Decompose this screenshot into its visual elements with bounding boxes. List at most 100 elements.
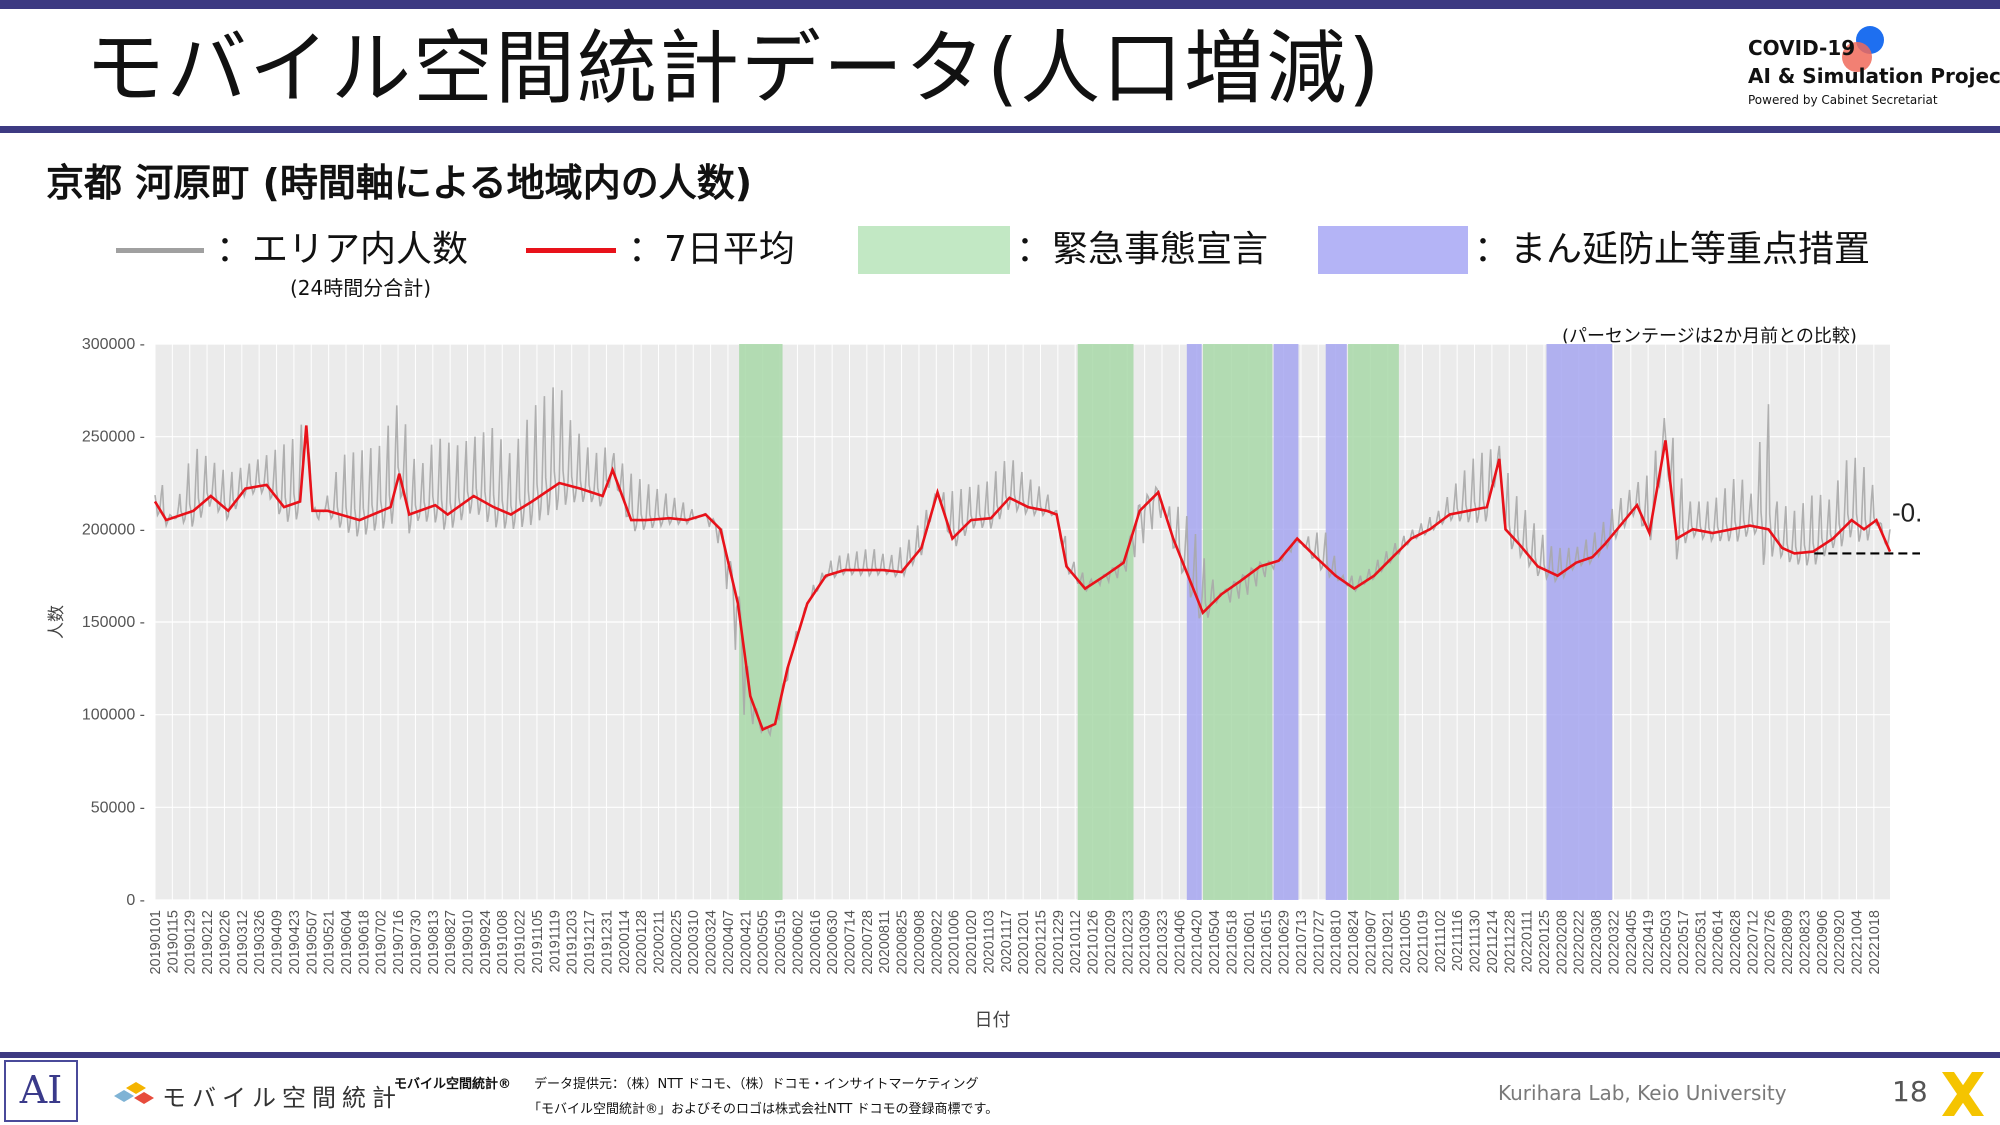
legend-avg-label: ：7日平均 [628,229,795,270]
x-tick-label: 20201201 [1016,910,1032,975]
x-tick-label: 20190423 [287,910,303,975]
x-tick-label: 20190212 [200,910,216,975]
x-tick-label: 20211102 [1433,910,1449,972]
y-tick-label: 250000 - [82,429,145,446]
x-tick-label: 20201229 [1051,910,1067,975]
project-line-3: Powered by Cabinet Secretariat [1748,93,1938,107]
footer-trademark: 「モバイル空間統計®」およびそのロゴは株式会社NTT ドコモの登録商標です。 [528,1102,999,1117]
x-tick-label: 20200825 [895,910,911,975]
x-tick-label: 20211005 [1398,910,1414,973]
x-tick-label: 20190924 [478,910,494,975]
x-tick-label: 20220125 [1537,910,1553,975]
x-tick-label: 20220726 [1763,910,1779,975]
x-tick-label: 20220614 [1711,910,1727,975]
top-accent-bar [0,0,2000,9]
x-tick-label: 20190507 [304,910,320,975]
x-tick-label: 20210126 [1086,910,1102,975]
legend-raw-swatch [116,248,204,253]
ai-logo: AI [4,1060,78,1122]
x-tick-label: 20220503 [1659,910,1675,975]
x-tick-label: 20190702 [374,910,390,975]
x-tick-label: 20201103 [981,910,997,973]
x-tick-label: 20220531 [1693,910,1709,975]
x-tick-label: 20200310 [686,910,702,975]
x-tick-label: 20200421 [738,910,754,975]
project-logo: COVID-19 AI & Simulation Project Powered… [1748,26,2000,112]
x-tick-label: 20220322 [1606,910,1622,975]
x-tick-label: 20210629 [1277,910,1293,975]
x-tick-label: 20220809 [1780,910,1796,975]
x-tick-label: 20200616 [808,910,824,975]
x-tick-label: 20220823 [1797,910,1813,975]
x-tick-label: 20220208 [1554,910,1570,975]
y-tick-label: 150000 - [82,614,145,631]
x-tick-label: 20210713 [1294,910,1310,975]
y-tick-label: 0 - [126,892,145,909]
x-tick-label: 20200407 [721,910,737,975]
quasi-emergency-band [1325,344,1347,900]
legend-raw-sublabel: (24時間分合計) [290,276,432,300]
x-tick-label: 20201020 [964,910,980,975]
footer-brand: モバイル空間統計® [394,1077,512,1092]
chart-subtitle: 京都 河原町 (時間軸による地域内の人数) [46,161,753,205]
mobile-stats-logo: モバイル空間統計 [162,1084,402,1112]
x-tick-label: 20210420 [1190,910,1206,975]
x-tick-label: 20190312 [235,910,251,975]
x-tick-label: 20220308 [1589,910,1605,975]
legend-avg-swatch [526,248,616,253]
y-tick-label: 200000 - [82,521,145,538]
x-tick-label: 20200811 [877,910,893,973]
x-tick-label: 20210323 [1155,910,1171,975]
x-tick-label: 20190910 [461,910,477,975]
x-tick-label: 20220111 [1520,910,1536,972]
x-tick-label: 20200128 [634,910,650,975]
x-tick-label: 20220419 [1641,910,1657,975]
x-tick-label: 20210518 [1224,910,1240,975]
x-tick-label: 20200519 [773,910,789,975]
x-tick-label: 20190521 [322,910,338,975]
x-tick-label: 20190730 [408,910,424,975]
x-tick-label: 20220628 [1728,910,1744,975]
x-tick-label: 20210309 [1138,910,1154,975]
page-title: モバイル空間統計データ(人口増減) [85,22,1382,115]
x-tick-label: 20190827 [443,910,459,975]
footer-lab: Kurihara Lab, Keio University [1498,1081,1787,1105]
x-tick-label: 20200211 [652,910,668,973]
x-tick-label: 20190226 [217,910,233,975]
x-tick-label: 20191008 [495,910,511,975]
y-tick-label: 100000 - [82,707,145,724]
percentage-note: (パーセンテージは2か月前との比較) [1562,326,1857,347]
x-tick-label: 20210406 [1172,910,1188,975]
y-tick-label: 300000 - [82,336,145,353]
x-tick-label: 20190409 [270,910,286,975]
logo-red-dot [1842,42,1872,72]
x-tick-label: 20210615 [1259,910,1275,975]
x-tick-label: 20190326 [252,910,268,975]
x-tick-label: 20221018 [1867,910,1883,975]
legend-emergency-label: ：緊急事態宣言 [1016,229,1269,270]
x-tick-label: 20210824 [1346,910,1362,975]
x-tick-label: 20190618 [356,910,372,975]
emergency-band [1077,344,1134,900]
x-tick-label: 20190129 [183,910,199,975]
emergency-band [1202,344,1273,900]
x-tick-label: 20200324 [704,910,720,975]
x-tick-label: 20200908 [912,910,928,975]
x-tick-label: 20220517 [1676,910,1692,975]
x-tick-label: 20210223 [1120,910,1136,975]
x-tick-label: 20211130 [1468,910,1484,972]
x-tick-label: 20220920 [1832,910,1848,975]
x-tick-label: 20210907 [1363,910,1379,975]
seven-day-average-line [153,425,1892,732]
x-tick-label: 20200602 [790,910,806,975]
x-tick-label: 20200225 [669,910,685,975]
x-tick-label: 20221004 [1850,910,1866,975]
y-tick-label: 50000 - [91,799,145,816]
legend-raw-label: ：エリア内人数 [216,229,469,270]
x-tick-label: 20200114 [617,910,633,973]
quasi-emergency-band [1546,344,1613,900]
footer-accent-bar [0,1052,2000,1058]
x-tick-label: 20201215 [1033,910,1049,975]
x-tick-label: 20200505 [756,910,772,975]
population-chart: -0.3% 0 - 50000 - 100000 - 150000 - 200000 - 2… [47,336,1920,1031]
